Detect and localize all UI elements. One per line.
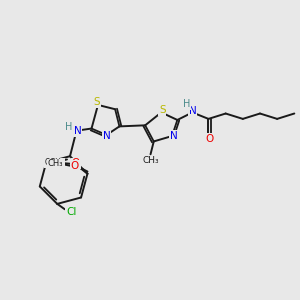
Text: OCH₃: OCH₃ bbox=[44, 158, 64, 167]
Text: N: N bbox=[103, 131, 110, 141]
Text: N: N bbox=[188, 106, 196, 116]
Text: O: O bbox=[206, 134, 214, 144]
Text: O: O bbox=[71, 158, 80, 169]
Text: H: H bbox=[183, 99, 191, 109]
Text: Cl: Cl bbox=[66, 208, 76, 218]
Text: S: S bbox=[94, 97, 100, 107]
Text: CH₃: CH₃ bbox=[47, 160, 63, 169]
Text: S: S bbox=[159, 105, 166, 115]
Text: CH₃: CH₃ bbox=[142, 156, 159, 165]
Text: N: N bbox=[74, 126, 81, 136]
Text: N: N bbox=[170, 131, 178, 141]
Text: O: O bbox=[70, 161, 79, 171]
Text: H: H bbox=[65, 122, 73, 133]
